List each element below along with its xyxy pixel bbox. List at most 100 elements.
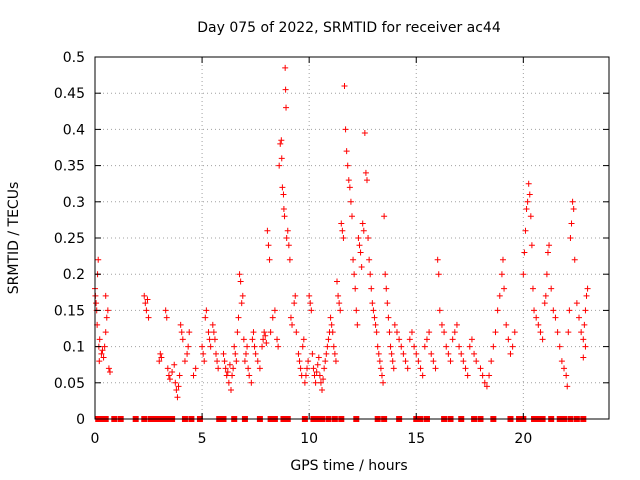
data-point bbox=[106, 368, 113, 375]
data-point bbox=[242, 350, 249, 357]
data-point bbox=[377, 365, 384, 372]
data-point bbox=[400, 350, 407, 357]
data-point bbox=[332, 358, 339, 365]
data-point bbox=[222, 365, 229, 372]
data-point bbox=[344, 162, 351, 169]
data-point bbox=[511, 329, 518, 336]
data-point bbox=[245, 365, 252, 372]
data-point bbox=[307, 300, 314, 307]
y-tick-label: 0.15 bbox=[54, 303, 85, 319]
data-point bbox=[468, 336, 475, 343]
data-point bbox=[347, 198, 354, 205]
data-point bbox=[434, 256, 441, 263]
data-point bbox=[185, 343, 192, 350]
data-point bbox=[567, 235, 574, 241]
data-point bbox=[315, 354, 322, 361]
data-point bbox=[199, 343, 206, 350]
data-point bbox=[244, 343, 251, 350]
data-point bbox=[365, 235, 372, 241]
data-point bbox=[105, 365, 112, 372]
data-point bbox=[175, 383, 182, 390]
data-point bbox=[383, 285, 390, 292]
data-point bbox=[254, 358, 261, 365]
data-point bbox=[236, 271, 243, 278]
data-point bbox=[441, 329, 448, 336]
data-point bbox=[362, 169, 369, 176]
data-point bbox=[380, 379, 387, 386]
data-point bbox=[311, 372, 318, 379]
data-point bbox=[509, 343, 516, 350]
data-point bbox=[464, 372, 471, 379]
data-point bbox=[371, 314, 378, 321]
data-point bbox=[550, 307, 557, 314]
data-point bbox=[494, 307, 501, 314]
data-point bbox=[309, 350, 316, 357]
data-point bbox=[381, 213, 388, 220]
data-point bbox=[178, 329, 185, 336]
data-point bbox=[277, 140, 284, 147]
data-point bbox=[336, 300, 343, 307]
data-point bbox=[184, 350, 191, 357]
data-point bbox=[501, 285, 508, 292]
data-point bbox=[233, 358, 240, 365]
data-point bbox=[103, 314, 110, 321]
data-point bbox=[417, 365, 424, 372]
data-point bbox=[312, 379, 319, 386]
data-point bbox=[384, 300, 391, 307]
data-point bbox=[498, 271, 505, 278]
data-point bbox=[479, 372, 486, 379]
data-point bbox=[521, 249, 528, 256]
data-point bbox=[171, 361, 178, 368]
data-point bbox=[202, 314, 209, 321]
data-point bbox=[356, 242, 363, 249]
data-point bbox=[358, 263, 365, 270]
data-point bbox=[141, 292, 148, 299]
data-point bbox=[360, 227, 367, 234]
data-point bbox=[349, 213, 355, 220]
data-point bbox=[201, 358, 208, 365]
data-point bbox=[537, 329, 544, 336]
y-tick-label: 0.5 bbox=[63, 50, 85, 66]
data-point bbox=[523, 206, 530, 213]
data-point bbox=[535, 321, 542, 328]
data-point bbox=[241, 358, 248, 365]
data-point bbox=[378, 372, 385, 379]
data-point bbox=[283, 235, 290, 241]
data-point bbox=[252, 350, 259, 357]
data-point bbox=[404, 365, 411, 372]
data-point bbox=[301, 379, 308, 386]
data-point bbox=[225, 379, 232, 386]
data-point bbox=[305, 358, 312, 365]
x-tick-label: 5 bbox=[198, 431, 207, 447]
data-point bbox=[387, 343, 394, 350]
data-point bbox=[546, 242, 553, 249]
data-point bbox=[304, 365, 311, 372]
data-point bbox=[209, 321, 216, 328]
x-tick-label: 0 bbox=[91, 431, 100, 447]
data-point bbox=[361, 130, 368, 137]
data-point bbox=[320, 376, 327, 383]
data-point bbox=[232, 350, 239, 357]
data-point bbox=[334, 278, 341, 285]
data-point bbox=[292, 292, 299, 299]
data-point bbox=[158, 354, 165, 361]
data-point bbox=[413, 350, 420, 357]
data-point bbox=[261, 329, 268, 336]
data-point bbox=[316, 372, 323, 379]
data-point bbox=[323, 350, 330, 357]
data-point bbox=[99, 347, 106, 354]
data-point bbox=[162, 307, 169, 314]
data-point bbox=[453, 321, 460, 328]
data-point bbox=[369, 300, 376, 307]
data-point bbox=[370, 307, 377, 314]
data-point bbox=[240, 336, 247, 343]
data-point bbox=[239, 292, 246, 299]
data-point bbox=[375, 350, 382, 357]
data-point bbox=[449, 336, 456, 343]
data-point bbox=[174, 394, 181, 401]
data-point bbox=[499, 256, 506, 263]
data-point bbox=[419, 372, 426, 379]
data-point bbox=[566, 307, 573, 314]
data-point bbox=[328, 321, 335, 328]
chart-title: Day 075 of 2022, SRMTID for receiver ac4… bbox=[197, 20, 501, 36]
